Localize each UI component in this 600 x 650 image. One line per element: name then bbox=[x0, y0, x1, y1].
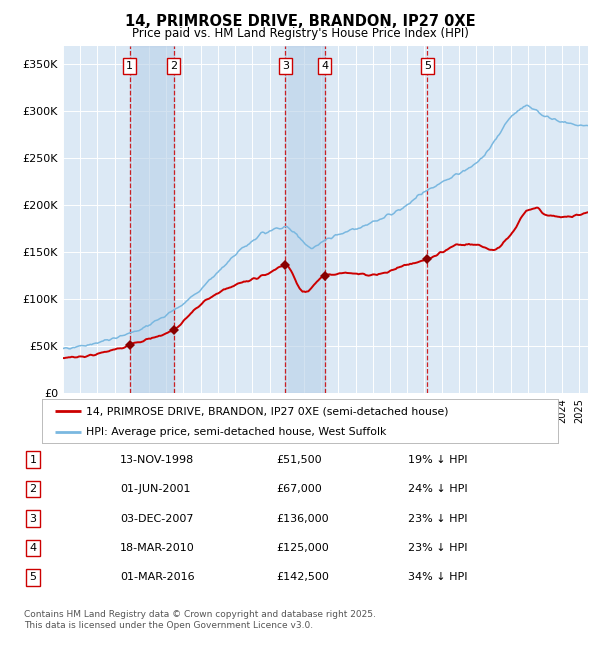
Bar bbox=[286, 46, 325, 393]
Text: Contains HM Land Registry data © Crown copyright and database right 2025.
This d: Contains HM Land Registry data © Crown c… bbox=[24, 610, 376, 630]
Text: 03-DEC-2007: 03-DEC-2007 bbox=[120, 514, 193, 523]
Text: 18-MAR-2010: 18-MAR-2010 bbox=[120, 543, 195, 553]
Text: 19% ↓ HPI: 19% ↓ HPI bbox=[408, 454, 467, 465]
Text: 23% ↓ HPI: 23% ↓ HPI bbox=[408, 543, 467, 553]
Text: £136,000: £136,000 bbox=[276, 514, 329, 523]
Text: HPI: Average price, semi-detached house, West Suffolk: HPI: Average price, semi-detached house,… bbox=[86, 427, 386, 437]
Bar bbox=[130, 46, 173, 393]
Text: 5: 5 bbox=[29, 573, 37, 582]
Text: 13-NOV-1998: 13-NOV-1998 bbox=[120, 454, 194, 465]
Text: £51,500: £51,500 bbox=[276, 454, 322, 465]
Text: £125,000: £125,000 bbox=[276, 543, 329, 553]
Text: 14, PRIMROSE DRIVE, BRANDON, IP27 0XE (semi-detached house): 14, PRIMROSE DRIVE, BRANDON, IP27 0XE (s… bbox=[86, 406, 448, 417]
Text: 34% ↓ HPI: 34% ↓ HPI bbox=[408, 573, 467, 582]
Text: £142,500: £142,500 bbox=[276, 573, 329, 582]
Text: 14, PRIMROSE DRIVE, BRANDON, IP27 0XE: 14, PRIMROSE DRIVE, BRANDON, IP27 0XE bbox=[125, 14, 475, 29]
Text: 3: 3 bbox=[282, 61, 289, 71]
Text: 23% ↓ HPI: 23% ↓ HPI bbox=[408, 514, 467, 523]
Text: 5: 5 bbox=[424, 61, 431, 71]
Text: 2: 2 bbox=[29, 484, 37, 494]
Text: £67,000: £67,000 bbox=[276, 484, 322, 494]
Text: 1: 1 bbox=[29, 454, 37, 465]
Text: 1: 1 bbox=[126, 61, 133, 71]
Text: Price paid vs. HM Land Registry's House Price Index (HPI): Price paid vs. HM Land Registry's House … bbox=[131, 27, 469, 40]
Text: 3: 3 bbox=[29, 514, 37, 523]
Text: 2: 2 bbox=[170, 61, 177, 71]
Text: 01-MAR-2016: 01-MAR-2016 bbox=[120, 573, 194, 582]
Text: 4: 4 bbox=[321, 61, 328, 71]
Text: 01-JUN-2001: 01-JUN-2001 bbox=[120, 484, 191, 494]
Text: 24% ↓ HPI: 24% ↓ HPI bbox=[408, 484, 467, 494]
Text: 4: 4 bbox=[29, 543, 37, 553]
